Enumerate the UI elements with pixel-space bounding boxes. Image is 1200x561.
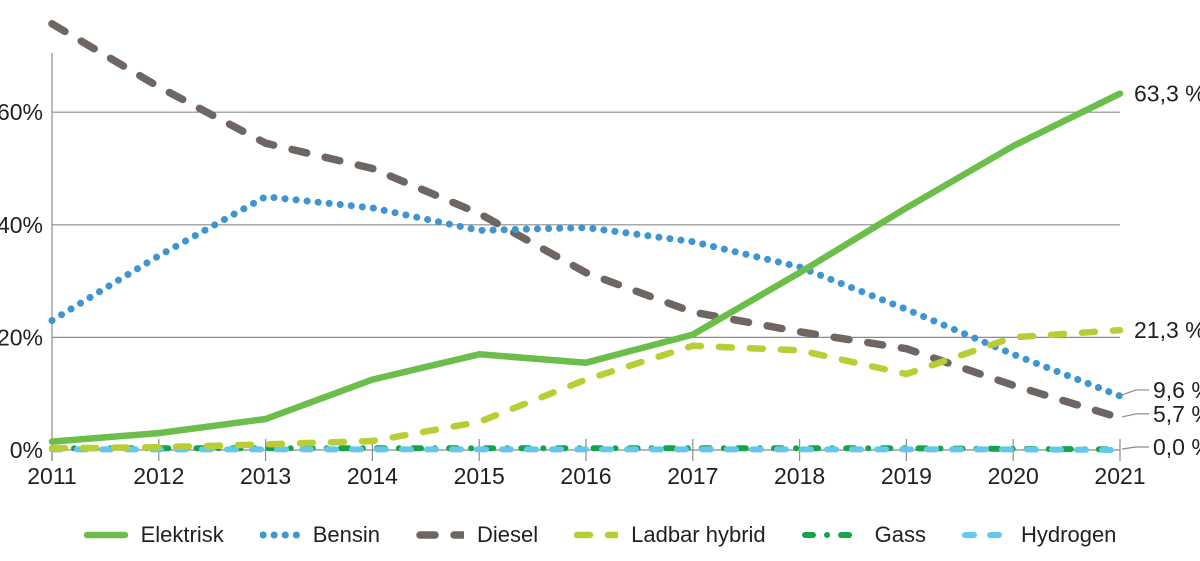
end-value-label-ladbar-hybrid: 21,3 % <box>1134 317 1200 343</box>
end-label-leader-bensin <box>1121 389 1149 396</box>
end-value-label-hydrogen: 0,0 % <box>1153 434 1200 460</box>
x-axis-label: 2011 <box>27 463 76 489</box>
series-line-hydrogen <box>49 446 1123 453</box>
series-line-bensin <box>48 193 1124 400</box>
end-value-label-elektrisk: 63,3 % <box>1134 81 1200 107</box>
end-label-leader-diesel <box>1121 413 1149 418</box>
y-axis-label: 20% <box>0 324 43 350</box>
end-value-label-bensin: 9,6 % <box>1153 377 1200 403</box>
elektrisk-line-icon <box>83 531 128 539</box>
y-axis-label: 0% <box>10 437 43 463</box>
legend-item-bensin: Bensin <box>259 522 380 548</box>
legend-item-diesel: Diesel <box>416 522 538 548</box>
legend-label: Elektrisk <box>140 522 224 547</box>
legend-label: Diesel <box>476 522 539 547</box>
legend-label: Ladbar hybrid <box>631 522 766 547</box>
bensin-dotted-line-icon <box>259 531 300 539</box>
x-axis-label: 2012 <box>133 463 184 489</box>
legend-label: Bensin <box>312 522 380 547</box>
series-line-elektrisk <box>48 90 1124 445</box>
legend-label: Hydrogen <box>1021 522 1117 547</box>
x-axis-label: 2013 <box>240 463 291 489</box>
x-axis-label: 2019 <box>881 463 932 489</box>
legend-item-elektrisk: Elektrisk <box>83 522 224 548</box>
x-axis-label: 2018 <box>774 463 825 489</box>
legend-item-hydrogen: Hydrogen <box>962 522 1116 548</box>
x-axis-label: 2016 <box>560 463 611 489</box>
ladbar-hybrid-dashed-line-icon <box>574 531 619 539</box>
end-value-label-diesel: 5,7 % <box>1153 401 1200 427</box>
y-axis-label: 40% <box>0 212 43 238</box>
series-line-diesel <box>48 20 1124 422</box>
series-line-ladbar-hybrid <box>48 326 1124 452</box>
x-axis-label: 2020 <box>988 463 1039 489</box>
x-axis-label: 2021 <box>1094 463 1145 489</box>
hydrogen-dashed-line-icon <box>962 532 1009 538</box>
y-axis-label: 60% <box>0 99 43 125</box>
x-axis-label: 2014 <box>347 463 398 489</box>
end-label-leader-hydrogen <box>1121 446 1149 450</box>
x-axis-label: 2015 <box>454 463 505 489</box>
x-axis-label: 2017 <box>667 463 718 489</box>
legend-item-gass: Gass <box>801 522 927 548</box>
chart-legend: Elektrisk Bensin Diesel Ladbar hybrid Ga… <box>0 515 1200 555</box>
legend-label: Gass <box>874 522 927 547</box>
diesel-dashed-line-icon <box>416 531 464 539</box>
legend-item-ladbar-hybrid: Ladbar hybrid <box>574 522 766 548</box>
gass-dash-dot-line-icon <box>801 532 862 538</box>
